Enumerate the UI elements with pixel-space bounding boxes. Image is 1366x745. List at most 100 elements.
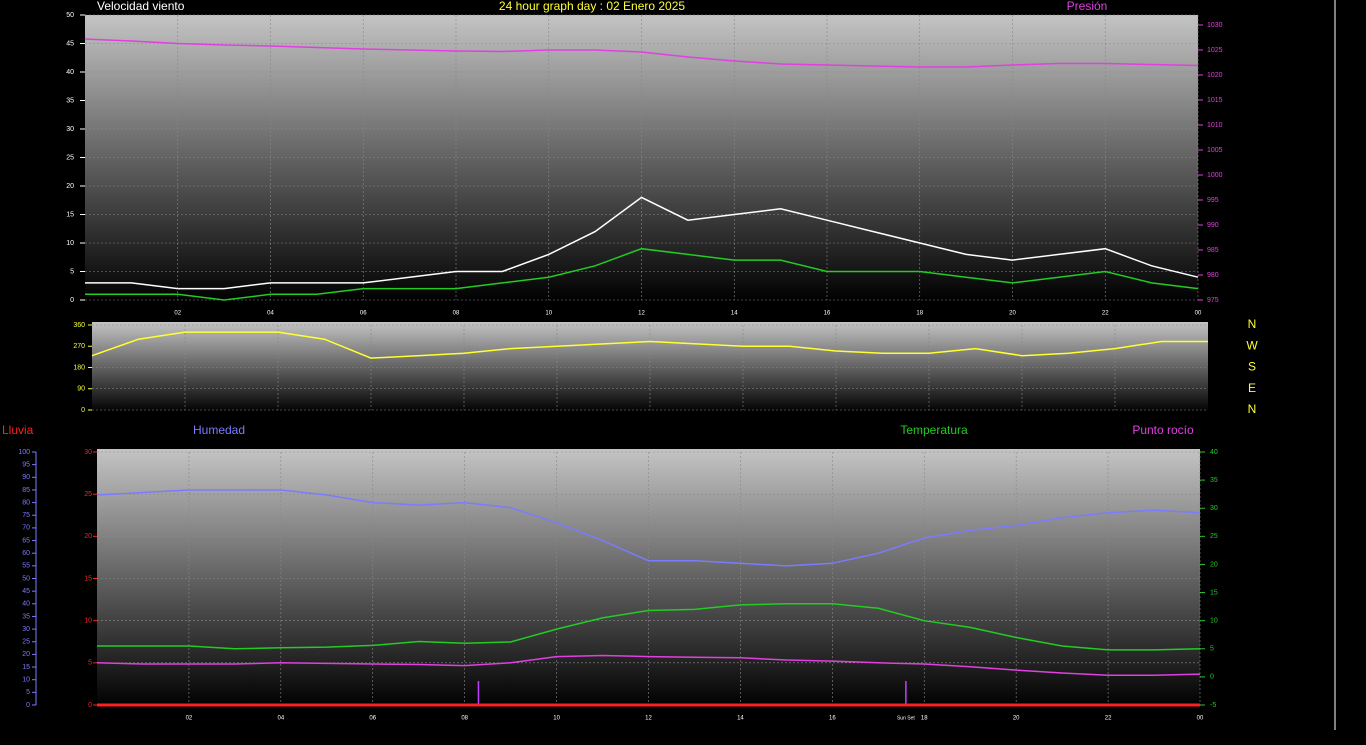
x-tick-label: 16 — [824, 311, 831, 317]
y-tick-label: 50 — [22, 575, 30, 582]
y-tick-label: 45 — [22, 588, 30, 595]
marker-label: Sun Set — [897, 715, 915, 721]
x-tick-label: 02 — [174, 311, 181, 317]
y-tick-label: 35 — [66, 97, 74, 104]
series-line — [96, 489, 1201, 567]
series-line — [85, 247, 1199, 301]
legend-humidity: Humedad — [193, 423, 245, 437]
y-tick-label: 10 — [22, 677, 30, 684]
y-tick-label: 5 — [1210, 646, 1214, 653]
x-tick-label: 00 — [1197, 716, 1204, 722]
series-line — [97, 603, 1201, 651]
x-tick-label: 20 — [1013, 716, 1020, 722]
y-tick-label: 30 — [22, 626, 30, 633]
legend-rain: Lluvia — [2, 423, 34, 437]
x-tick-label: 20 — [1009, 311, 1016, 317]
y-tick-label: 1010 — [1207, 122, 1223, 129]
y-tick-label: 35 — [1210, 477, 1218, 484]
series-line — [91, 331, 1208, 359]
x-tick-label: 08 — [453, 311, 460, 317]
y-tick-label: 1030 — [1207, 22, 1223, 29]
y-tick-label: 975 — [1207, 297, 1219, 304]
series-line — [84, 38, 1199, 68]
y-tick-label: 0 — [26, 702, 30, 709]
y-tick-label: 20 — [66, 183, 74, 190]
y-tick-label: 50 — [66, 12, 74, 19]
y-tick-label: 45 — [66, 40, 74, 47]
legend-temperature: Temperatura — [900, 423, 968, 437]
y-tick-label: 15 — [1210, 589, 1218, 596]
y-tick-label: 90 — [22, 474, 30, 481]
y-tick-label: 5 — [88, 660, 92, 667]
y-tick-label: 980 — [1207, 272, 1219, 279]
y-tick-label: 30 — [66, 126, 74, 133]
y-tick-label: 10 — [66, 240, 74, 247]
y-tick-label: 95 — [22, 461, 30, 468]
y-tick-label: 40 — [1210, 449, 1218, 456]
y-tick-label: 60 — [22, 550, 30, 557]
x-tick-label: 04 — [277, 716, 284, 722]
y-tick-label: 0 — [1210, 674, 1214, 681]
series-line — [96, 654, 1201, 676]
y-tick-label: 15 — [84, 575, 92, 582]
y-tick-label: 30 — [1210, 505, 1218, 512]
x-tick-label: 08 — [461, 716, 468, 722]
x-tick-label: 12 — [638, 311, 645, 317]
y-tick-label: 75 — [22, 512, 30, 519]
y-tick-label: 270 — [73, 343, 85, 350]
y-tick-label: 5 — [70, 268, 74, 275]
y-tick-label: 990 — [1207, 222, 1219, 229]
y-tick-label: 10 — [1210, 618, 1218, 625]
panel-wind — [85, 15, 1198, 302]
y-tick-label: 1020 — [1207, 72, 1223, 79]
y-tick-label: 85 — [22, 487, 30, 494]
legend-wind: Velocidad viento — [97, 0, 185, 13]
y-tick-label: 100 — [18, 449, 30, 456]
y-tick-label: 55 — [22, 563, 30, 570]
y-tick-label: 985 — [1207, 247, 1219, 254]
y-tick-label: 80 — [22, 499, 30, 506]
x-tick-label: 06 — [369, 716, 376, 722]
y-tick-label: 30 — [84, 449, 92, 456]
y-tick-label: 1025 — [1207, 47, 1223, 54]
y-tick-label: 40 — [22, 601, 30, 608]
legend-dewpoint: Punto rocío — [1132, 423, 1194, 437]
x-tick-label: 18 — [921, 716, 928, 722]
compass-label: N — [1248, 402, 1257, 416]
y-tick-label: 0 — [81, 407, 85, 414]
x-tick-label: 00 — [1195, 311, 1202, 317]
y-tick-label: 0 — [70, 297, 74, 304]
y-tick-label: 1005 — [1207, 147, 1223, 154]
compass-label: E — [1248, 381, 1256, 395]
x-tick-label: 06 — [360, 311, 367, 317]
x-tick-label: 12 — [645, 716, 652, 722]
x-tick-label: 14 — [731, 311, 738, 317]
series-line — [85, 196, 1199, 290]
compass-label: W — [1246, 338, 1258, 352]
x-tick-label: 22 — [1102, 311, 1109, 317]
x-tick-label: 16 — [829, 716, 836, 722]
y-tick-label: 20 — [22, 651, 30, 658]
y-tick-label: -5 — [1210, 702, 1216, 709]
y-tick-label: 20 — [84, 533, 92, 540]
x-tick-label: 02 — [186, 716, 193, 722]
chart-title: 24 hour graph day : 02 Enero 2025 — [499, 0, 685, 13]
y-tick-label: 15 — [22, 664, 30, 671]
y-tick-label: 1000 — [1207, 172, 1223, 179]
y-tick-label: 70 — [22, 525, 30, 532]
y-tick-label: 20 — [1210, 561, 1218, 568]
x-tick-label: 22 — [1105, 716, 1112, 722]
y-tick-label: 25 — [1210, 533, 1218, 540]
y-tick-label: 0 — [88, 702, 92, 709]
y-tick-label: 180 — [73, 364, 85, 371]
y-tick-label: 360 — [73, 322, 85, 329]
compass-label: N — [1248, 317, 1257, 331]
y-tick-label: 25 — [22, 639, 30, 646]
compass-label: S — [1248, 360, 1256, 374]
y-tick-label: 995 — [1207, 197, 1219, 204]
y-tick-label: 1015 — [1207, 97, 1223, 104]
y-tick-label: 90 — [77, 386, 85, 393]
legend-pressure: Presión — [1067, 0, 1108, 13]
y-tick-label: 25 — [84, 491, 92, 498]
